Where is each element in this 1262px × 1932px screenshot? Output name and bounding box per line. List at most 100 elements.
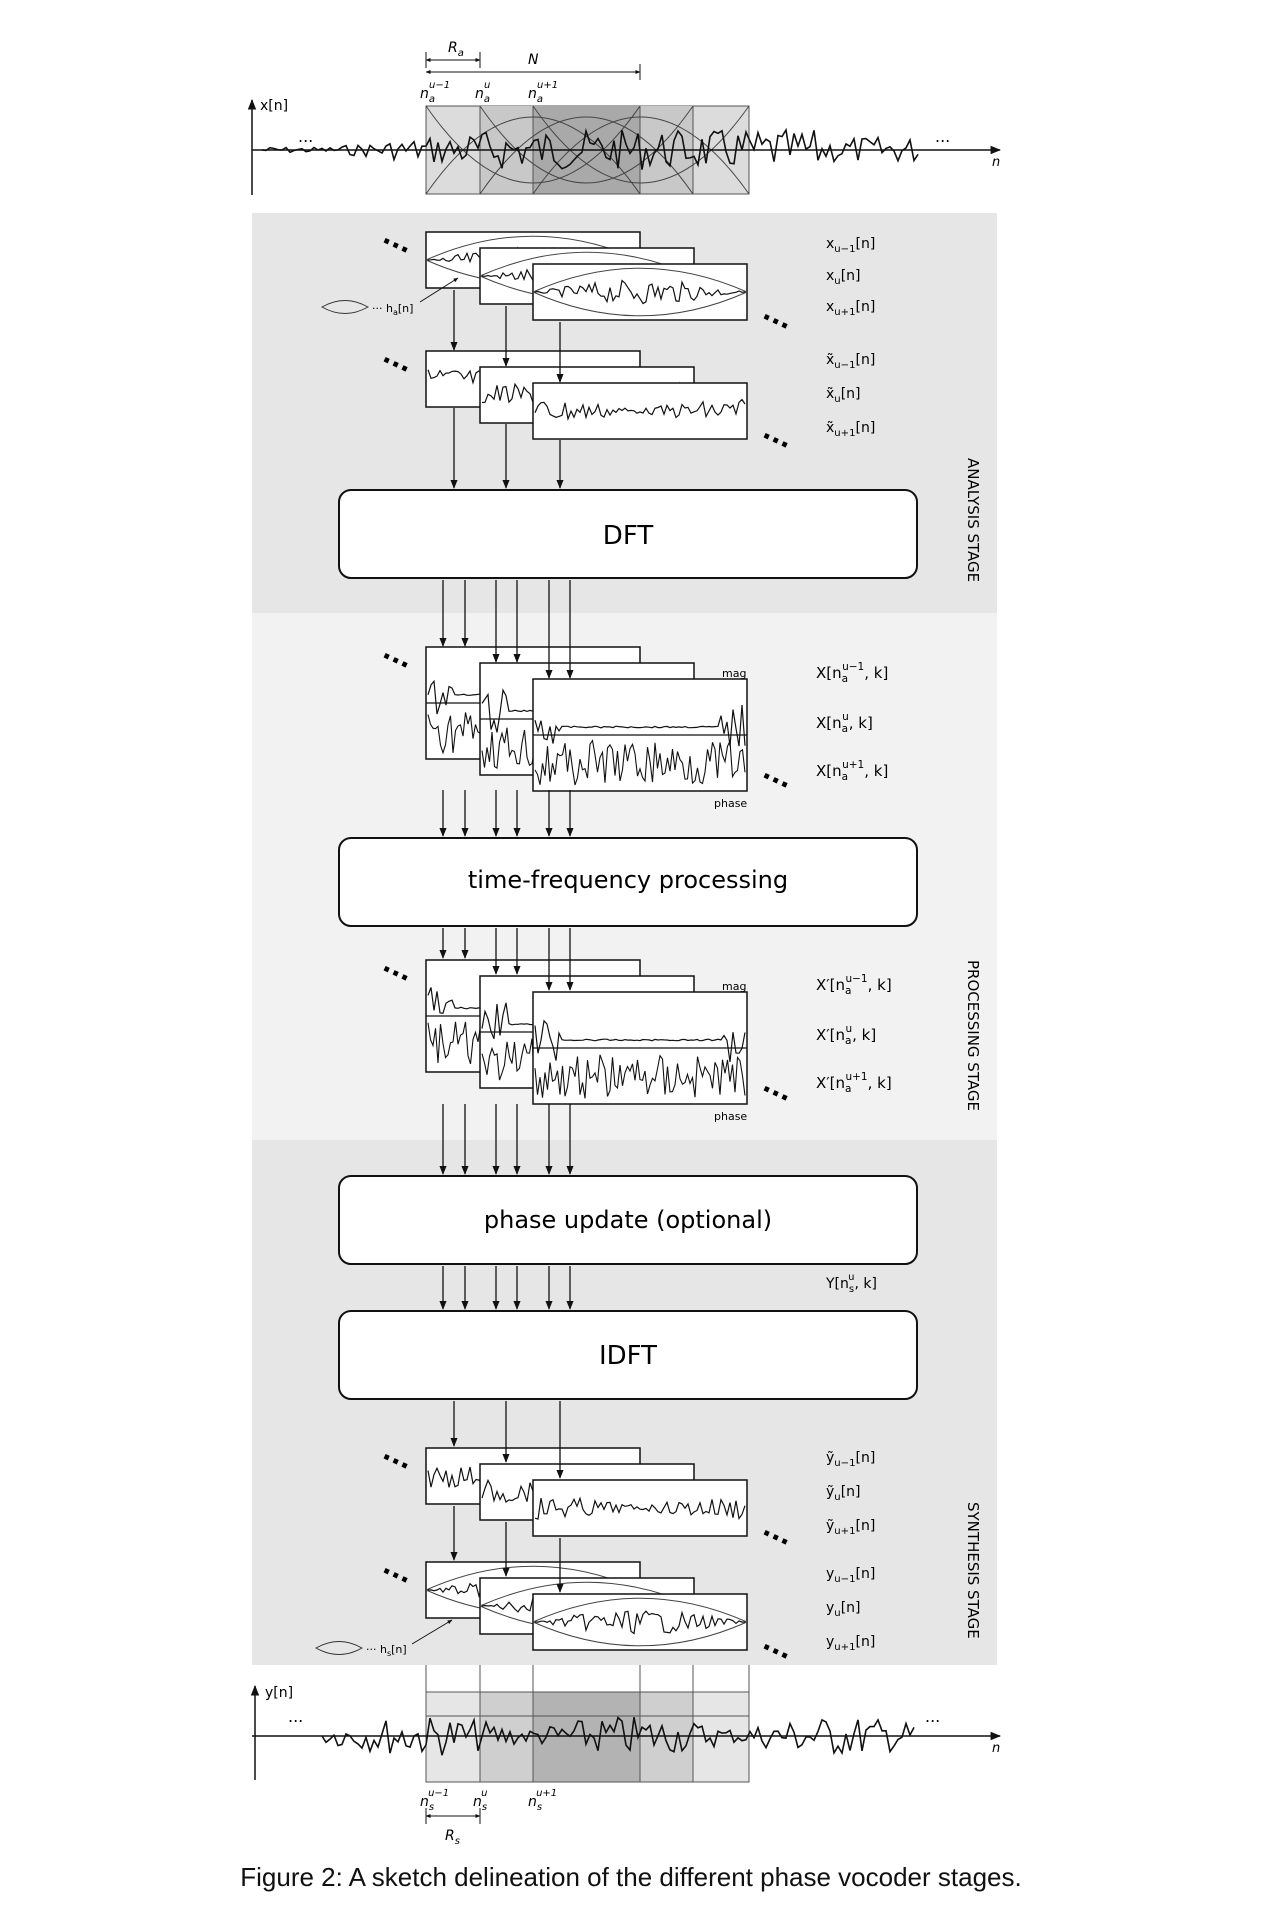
analysis-marker-0: na u−1 — [420, 80, 450, 105]
modified-spectrum-label-0-sub: a — [845, 985, 851, 997]
ifft-frame-label-1-sub: u — [834, 1492, 840, 1503]
windowed-out-label-1-base: y — [826, 1600, 834, 1616]
analysis-marker-1: nau — [475, 80, 490, 105]
synthesis-hop-label: Rs — [445, 1828, 460, 1847]
tf-processing-block — [338, 837, 918, 927]
input-dots-right: ... — [935, 127, 950, 146]
modified-spectrum-label-1-pre: X′[n — [816, 1026, 845, 1044]
windowed-out-label-2-base: y — [826, 1634, 834, 1650]
idft-block — [338, 1310, 918, 1400]
synthesis-window-label: ··· hs[n] — [366, 1643, 407, 1658]
synthesis-marker-1: nsu — [473, 1788, 487, 1813]
analysis-shifted-frames: ······ — [375, 345, 795, 461]
analysis-marker-0-sup: u−1 — [429, 80, 450, 91]
analysis-marker-1-base: n — [475, 86, 484, 102]
spectrum-label-1-sub: a — [842, 723, 848, 735]
modified-spectrum-label-1-sub: a — [845, 1035, 851, 1047]
dft-label: DFT — [603, 521, 654, 551]
synthesis-marker-0: ns u−1 — [420, 1788, 449, 1813]
hop-size-label: Ra — [448, 40, 464, 59]
windowed-out-label-2-sub: u+1 — [834, 1642, 855, 1653]
input-n-label: n — [992, 155, 1000, 170]
spectrum-label-0-pre: X[n — [816, 664, 842, 682]
synthesis-marker-2-sup: u+1 — [536, 1788, 557, 1799]
windowed-out-label-1: yu[n] — [826, 1600, 860, 1619]
spectrum-label-2-sub: a — [842, 771, 848, 783]
analysis-marker-2-sub: a — [537, 94, 543, 105]
modified-spectrum-label-0-pre: X′[n — [816, 976, 845, 994]
analysis-windowed-window-bottom-2 — [532, 291, 748, 317]
shifted-frame-label-2-base: x̃ — [826, 420, 834, 436]
modified-spectrum-label-0-post: , k] — [868, 976, 892, 994]
shifted-frame-label-2-sub: u+1 — [834, 428, 855, 439]
ifft-frame-label-1-arg: [n] — [841, 1484, 861, 1500]
windowed-frame-label-0: xu−1[n] — [826, 236, 875, 255]
windowed-frame-label-0-sub: u−1 — [834, 244, 855, 255]
figure-caption: Figure 2: A sketch delineation of the di… — [240, 1862, 1022, 1892]
analysis-marker-1-sup: u — [484, 80, 490, 91]
output-dots-left: ... — [288, 1707, 303, 1726]
analysis-spectrum-phase-label: phase — [714, 797, 747, 810]
windowed-frame-label-0-base: x — [826, 236, 834, 252]
modified-spectrum-phase-2 — [534, 1054, 746, 1099]
ifft-frame-label-2-arg: [n] — [856, 1518, 876, 1534]
synthesis-hop-bracket — [425, 1808, 481, 1824]
window-length-bracket — [425, 64, 641, 80]
synthesis-window-icon — [314, 1641, 364, 1655]
modified-spectrum-phase-label: phase — [714, 1110, 747, 1123]
synthesis-marker-1-sub: s — [482, 1802, 487, 1813]
windowed-out-label-0-base: y — [826, 1566, 834, 1582]
phase-update-label: phase update (optional) — [484, 1206, 772, 1234]
spectrum-label-0-sub: a — [842, 673, 848, 685]
windowed-frame-label-1-arg: [n] — [841, 268, 861, 284]
analysis-windowed-window-top-2 — [532, 267, 748, 293]
shifted-frame-label-1: x̃u[n] — [826, 386, 860, 405]
windowed-out-label-2: yu+1[n] — [826, 1634, 875, 1653]
spectrum-label-0-post: , k] — [864, 664, 888, 682]
modified-spectrum-mag-label: mag — [722, 980, 746, 993]
analysis-spectrum-phase-2 — [534, 738, 746, 786]
synthesis-marker-2-sub: s — [537, 1802, 542, 1813]
spectrum-label-1-pre: X[n — [816, 714, 842, 732]
analysis-shifted-signal-2 — [534, 398, 746, 421]
synthesis-marker-0-sub: s — [429, 1802, 434, 1813]
shifted-frame-label-0-sub: u−1 — [834, 360, 855, 371]
input-dots-left: ... — [298, 127, 313, 146]
shifted-frame-label-1-sub: u — [834, 394, 840, 405]
windowed-out-label-0-sub: u−1 — [834, 1574, 855, 1585]
shifted-frame-label-0: x̃u−1[n] — [826, 352, 875, 371]
spectrum-label-1: X[nau, k] — [816, 711, 873, 735]
analysis-window-icon — [320, 300, 370, 314]
analysis-marker-0-sub: a — [429, 94, 435, 105]
shifted-frame-label-0-base: x̃ — [826, 352, 834, 368]
analysis-frame-labels: xu−1[n]xu[n]xu+1[n]x̃u−1[n]x̃u[n]x̃u+1[n… — [826, 236, 875, 439]
synthesis-stage-label: SYNTHESIS STAGE — [964, 1502, 982, 1639]
input-axis-label: x[n] — [260, 98, 288, 114]
spectrum-label-2-post: , k] — [864, 762, 888, 780]
analysis-spectrum-magnitude-2 — [534, 704, 746, 747]
output-dots-right: ... — [925, 1707, 940, 1726]
windowed-frame-label-2-arg: [n] — [856, 299, 876, 315]
window-length-label: N — [528, 52, 539, 68]
analysis-marker-2-sup: u+1 — [537, 80, 558, 91]
windowed-frame-label-0-arg: [n] — [856, 236, 876, 252]
modified-spectrum-label-0-sup: u−1 — [845, 973, 867, 985]
synthesis-frame-labels: ỹu−1[n]ỹu[n]ỹu+1[n]yu−1[n]yu[n]yu+1[n] — [826, 1450, 875, 1653]
analysis-windowed-signal-2 — [534, 279, 746, 305]
analysis-marker-0-base: n — [420, 86, 429, 102]
spectrum-label-0-sup: u−1 — [842, 661, 864, 673]
synthesis-marker-1-base: n — [473, 1794, 482, 1810]
synthesis-windowed-signal-2 — [534, 1610, 746, 1635]
shifted-frame-label-1-base: x̃ — [826, 386, 834, 402]
output-signal — [250, 1665, 1002, 1783]
synthesis-ifft-frame-2 — [532, 1479, 748, 1537]
processing-stage-label: PROCESSING STAGE — [964, 960, 982, 1111]
spectrum-label-0: X[nau−1, k] — [816, 661, 888, 685]
windowed-out-label-1-arg: [n] — [841, 1600, 861, 1616]
windowed-frame-label-1: xu[n] — [826, 268, 860, 287]
ifft-frame-label-0: ỹu−1[n] — [826, 1450, 875, 1469]
synthesis-marker-1-sup: u — [481, 1788, 487, 1799]
